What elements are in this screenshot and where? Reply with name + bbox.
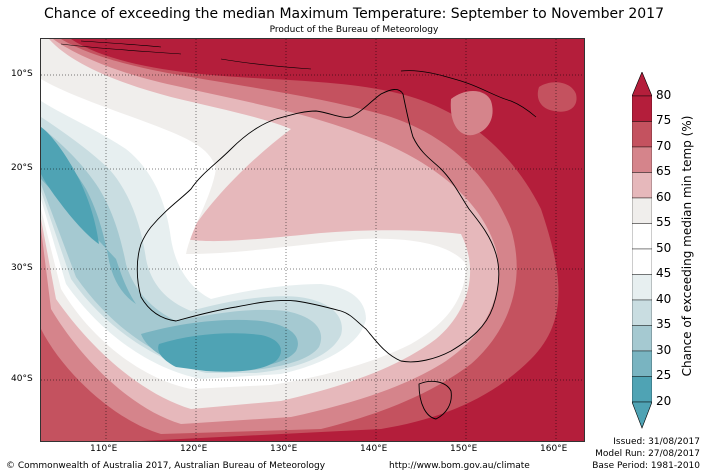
band-70-islands: [537, 82, 577, 112]
lon-label-150e: 150°E: [450, 444, 478, 454]
map-svg: [41, 39, 584, 441]
indonesia-coastline: [60, 40, 312, 70]
lon-label-130e: 130°E: [270, 444, 298, 454]
colorbar-tick: 45: [656, 266, 672, 280]
colorbar-tick: 80: [656, 88, 672, 102]
map-subtitle: Product of the Bureau of Meteorology: [269, 25, 439, 35]
lon-label-110e: 110°E: [90, 444, 118, 454]
colorbar-tick: 35: [656, 317, 672, 331]
colorbar-tick: 70: [656, 139, 672, 153]
colorbar-tick: 25: [656, 368, 672, 382]
bom-url-link[interactable]: http://www.bom.gov.au/climate: [389, 461, 530, 471]
band-25: [41, 127, 281, 372]
colorbar-segments: [632, 95, 652, 403]
lon-label-160e: 160°E: [540, 444, 568, 454]
copyright-text: © Commonwealth of Australia 2017, Austra…: [6, 461, 326, 471]
colorbar-tick: 60: [656, 190, 672, 204]
colorbar-segment: [632, 274, 652, 301]
issued-date: Issued: 31/08/2017: [613, 437, 700, 447]
colorbar-top-arrow: [632, 72, 652, 97]
australia-coastline: [136, 89, 500, 363]
colorbar-segment: [632, 376, 652, 403]
map-title: Chance of exceeding the median Maximum T…: [43, 6, 664, 22]
colorbar-segment: [632, 197, 652, 224]
colorbar-segment: [632, 146, 652, 173]
colorbar-segment: [632, 223, 652, 250]
colorbar-tick: 20: [656, 394, 672, 408]
colorbar-tick: 30: [656, 343, 672, 357]
colorbar-bottom-arrow: [632, 401, 652, 429]
probability-map: [40, 38, 585, 442]
lat-label-10s: 10°S: [11, 69, 33, 79]
colorbar: [632, 72, 652, 429]
lat-label-20s: 20°S: [11, 163, 33, 173]
colorbar-segment: [632, 95, 652, 122]
lat-label-40s: 40°S: [11, 374, 33, 384]
colorbar-tick: 50: [656, 241, 672, 255]
colorbar-segment: [632, 325, 652, 352]
colorbar-segment: [632, 248, 652, 275]
png-coastline: [400, 70, 537, 118]
lat-label-30s: 30°S: [11, 263, 33, 273]
tasmania-coastline: [418, 380, 452, 420]
colorbar-tick: 55: [656, 215, 672, 229]
colorbar-tick: 75: [656, 113, 672, 127]
colorbar-segment: [632, 350, 652, 377]
base-period: Base Period: 1981-2010: [592, 461, 700, 471]
band-35: [41, 127, 322, 371]
colorbar-segment: [632, 299, 652, 326]
colorbar-segment: [632, 172, 652, 199]
colorbar-tick: 40: [656, 292, 672, 306]
colorbar-label: Chance of exceeding median min temp (%): [680, 115, 694, 377]
lon-label-120e: 120°E: [180, 444, 208, 454]
colorbar-tick: 65: [656, 164, 672, 178]
graticule: [41, 39, 584, 441]
band-70-png: [450, 90, 493, 136]
colorbar-segment: [632, 121, 652, 148]
lon-label-140e: 140°E: [360, 444, 388, 454]
model-run-date: Model Run: 27/08/2017: [595, 449, 700, 459]
